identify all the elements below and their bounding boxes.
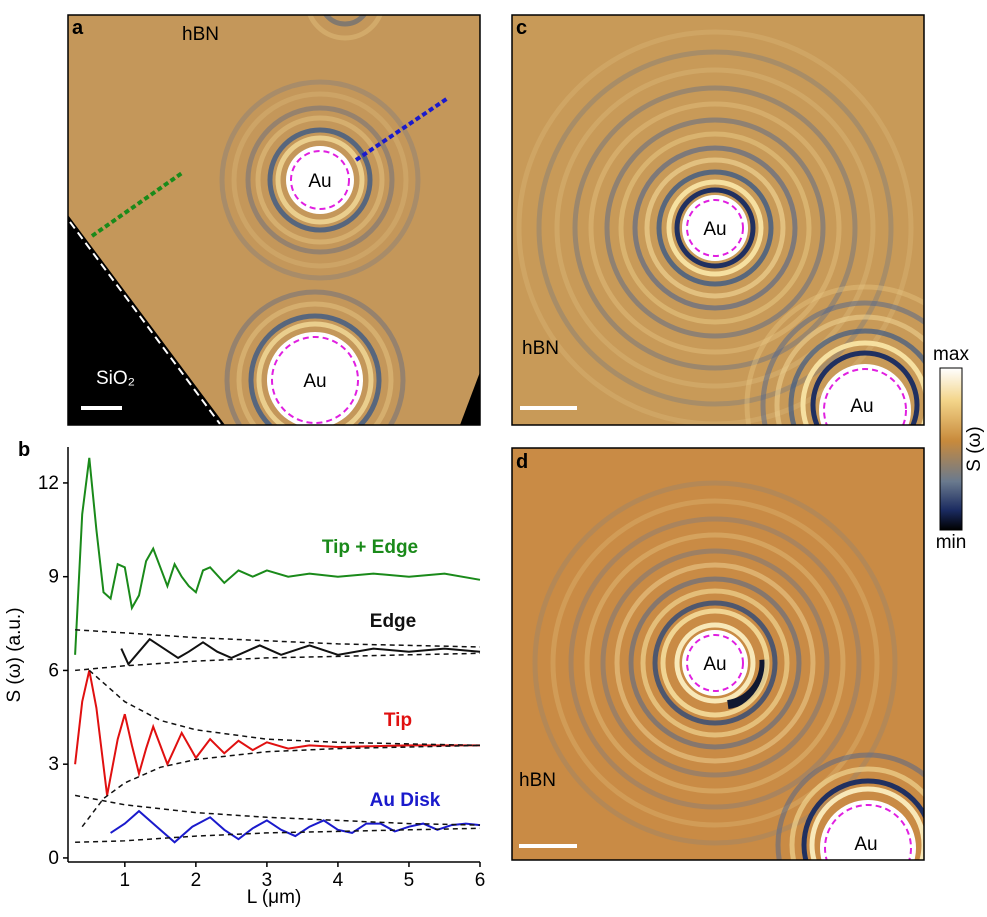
x-tick-label: 5 [404,870,415,891]
colorbar-min: min [936,532,967,553]
envelope-line [75,827,481,844]
y-tick-label: 9 [48,567,59,588]
panel-label: a [72,17,84,39]
substrate-label: SiO₂ [96,368,135,389]
colorbar [939,367,963,531]
x-tick-label: 2 [191,870,202,891]
data-line [74,670,480,796]
series-label: Tip [384,710,412,731]
x-tick-label: 4 [333,870,344,891]
disk-label: Au [703,219,726,240]
envelope-line [74,794,481,826]
colorbar-max: max [933,344,969,365]
material-label: hBN [519,770,556,791]
material-label: hBN [522,338,559,359]
disk-label: Au [850,396,873,417]
disk-label: Au [854,834,877,855]
panel-a [68,15,480,425]
colorbar-title: S (ω) [964,426,985,471]
disk-label: Au [703,654,726,675]
y-tick-label: 0 [48,848,59,869]
y-tick-label: 6 [48,660,59,681]
material-label: hBN [182,24,219,45]
series-label: Edge [370,611,416,632]
panel-label: c [516,17,527,39]
series-label: Tip + Edge [322,537,418,558]
disk-label: Au [303,371,326,392]
y-tick-label: 3 [48,754,59,775]
panel-label: b [18,439,30,461]
panel-frame [511,14,925,426]
envelope-line [75,629,481,648]
x-tick-label: 1 [120,870,131,891]
y-tick-label: 12 [38,473,59,494]
envelope-line [75,652,481,672]
series-label: Au Disk [370,790,441,811]
x-tick-label: 6 [475,870,486,891]
x-tick-label: 3 [262,870,273,891]
x-axis-title: L (μm) [247,887,302,908]
panel-c [512,15,924,425]
panel-frame [67,14,481,426]
panel-frame [511,447,925,861]
panel-label: d [516,451,528,473]
y-axis-title: S (ω) (a.u.) [4,607,25,702]
data-line [74,457,481,655]
envelope-line [88,669,481,747]
disk-label: Au [308,171,331,192]
data-line [120,637,481,667]
panel-d [512,448,924,860]
envelope-line [81,744,481,828]
